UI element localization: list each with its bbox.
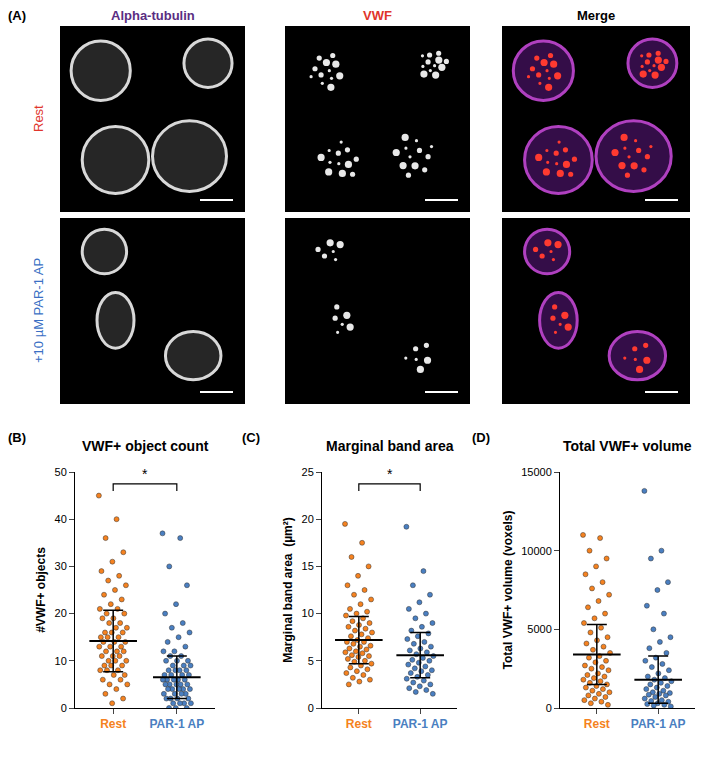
svg-text:5: 5 — [308, 655, 314, 667]
svg-text:20: 20 — [55, 607, 67, 619]
svg-text:*: * — [142, 466, 148, 482]
svg-text:25: 25 — [302, 466, 314, 478]
svg-text:Marginal band area: Marginal band area — [326, 438, 454, 454]
svg-text:Total VWF+ volume (voxels): Total VWF+ volume (voxels) — [501, 511, 515, 670]
svg-text:20: 20 — [302, 513, 314, 525]
svg-text:(B): (B) — [8, 430, 26, 445]
svg-text:+10 µM PAR-1 AP: +10 µM PAR-1 AP — [31, 258, 46, 363]
svg-text:15: 15 — [302, 560, 314, 572]
svg-text:40: 40 — [55, 513, 67, 525]
svg-text:*: * — [387, 466, 393, 482]
svg-text:0: 0 — [546, 702, 552, 714]
svg-text:PAR-1 AP: PAR-1 AP — [393, 717, 448, 731]
svg-text:(A): (A) — [8, 8, 26, 23]
svg-text:#VWF+ objects: #VWF+ objects — [34, 547, 48, 633]
svg-text:5000: 5000 — [527, 623, 551, 635]
svg-text:PAR-1 AP: PAR-1 AP — [149, 717, 204, 731]
svg-text:Marginal band area (µm²): Marginal band area (µm²) — [281, 517, 295, 663]
svg-text:10: 10 — [302, 607, 314, 619]
svg-text:Alpha-tubulin: Alpha-tubulin — [111, 8, 195, 23]
svg-text:10000: 10000 — [521, 545, 552, 557]
svg-text:Rest: Rest — [100, 717, 126, 731]
svg-text:(C): (C) — [242, 430, 260, 445]
svg-text:10: 10 — [55, 655, 67, 667]
svg-text:0: 0 — [61, 702, 67, 714]
svg-text:30: 30 — [55, 560, 67, 572]
svg-text:Rest: Rest — [31, 105, 46, 132]
svg-text:VWF+ object count: VWF+ object count — [82, 438, 209, 454]
svg-text:(D): (D) — [472, 430, 490, 445]
svg-text:Rest: Rest — [346, 717, 372, 731]
svg-text:15000: 15000 — [521, 466, 552, 478]
svg-text:Total VWF+ volume: Total VWF+ volume — [563, 438, 692, 454]
svg-text:Merge: Merge — [577, 8, 615, 23]
svg-text:PAR-1 AP: PAR-1 AP — [631, 717, 686, 731]
svg-text:Rest: Rest — [584, 717, 610, 731]
svg-text:VWF: VWF — [363, 8, 392, 23]
svg-text:0: 0 — [308, 702, 314, 714]
svg-text:50: 50 — [55, 466, 67, 478]
